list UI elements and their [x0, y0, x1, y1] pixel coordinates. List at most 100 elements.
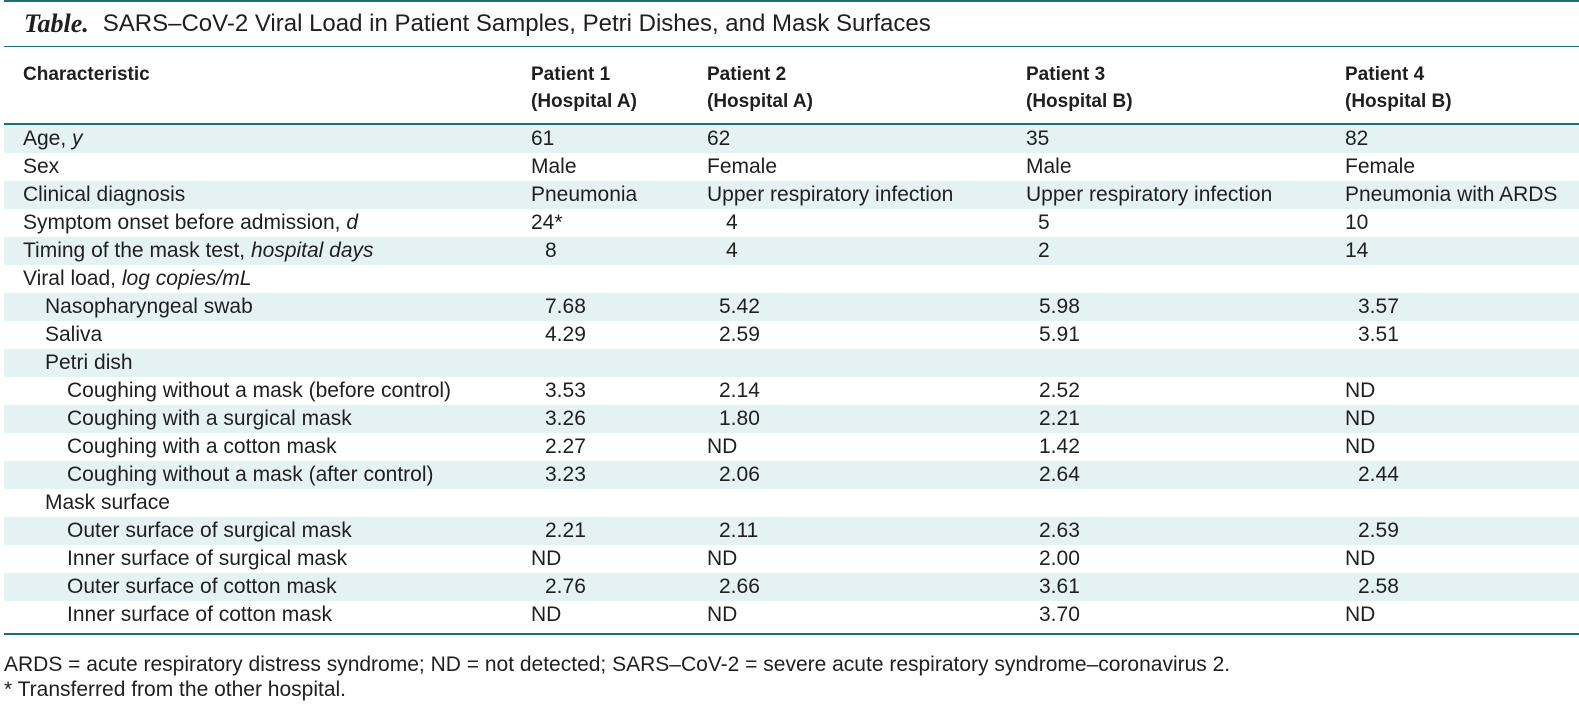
cell-value: ND [531, 603, 562, 626]
row-label: Nasopharyngeal swab [45, 295, 253, 318]
cell-value: 3.26 [545, 407, 586, 430]
cell-value: 2.52 [1039, 379, 1080, 402]
cell-value: ND [1345, 547, 1376, 570]
cell-value: 2.59 [719, 323, 760, 346]
cell-value: 2.21 [1039, 407, 1080, 430]
cell-value: Pneumonia with ARDS [1345, 183, 1558, 206]
table-row-cough-surgical: Coughing with a surgical mask 3.26 1.80 … [4, 405, 1579, 433]
cell-value: 1.42 [1039, 435, 1080, 458]
cell-value: 2.63 [1039, 519, 1080, 542]
table-row-mask-surface: Mask surface [4, 489, 1579, 517]
cell-value: 14 [1345, 239, 1369, 262]
cell-value: ND [707, 547, 738, 570]
cell-value: 61 [531, 127, 555, 150]
cell-value: Pneumonia [531, 183, 638, 206]
row-label: Age, y [23, 127, 83, 150]
cell-value: ND [707, 603, 738, 626]
header-patient-4: Patient 4 (Hospital B) [1345, 64, 1452, 112]
cell-value: 2.58 [1358, 575, 1399, 598]
row-label: Symptom onset before admission, d [23, 211, 359, 234]
table-row-saliva: Saliva 4.29 2.59 5.91 3.51 [4, 321, 1579, 349]
cell-value: ND [531, 547, 562, 570]
table-row-sex: Sex Male Female Male Female [4, 153, 1579, 181]
table-row-cough-cotton: Coughing with a cotton mask 2.27 ND 1.42… [4, 433, 1579, 461]
cell-value: 3.61 [1039, 575, 1080, 598]
cell-value: 8 [545, 239, 557, 262]
row-label: Viral load, log copies/mL [23, 267, 252, 290]
cell-value: 5.42 [719, 295, 760, 318]
cell-value: Female [707, 155, 778, 178]
cell-value: 62 [707, 127, 731, 150]
cell-value: ND [707, 435, 738, 458]
row-label: Coughing with a surgical mask [67, 407, 352, 430]
cell-value: ND [1345, 379, 1376, 402]
cell-value: 35 [1026, 127, 1050, 150]
table-row-onset: Symptom onset before admission, d 24* 4 … [4, 209, 1579, 237]
table-row-cough-none-after: Coughing without a mask (after control) … [4, 461, 1579, 489]
header-patient-1: Patient 1 (Hospital A) [531, 64, 637, 112]
cell-value: 4 [726, 211, 738, 234]
cell-value: 82 [1345, 127, 1369, 150]
cell-value: 7.68 [545, 295, 586, 318]
header-characteristic: Characteristic [23, 64, 150, 85]
header-patient-2: Patient 2 (Hospital A) [707, 64, 813, 112]
cell-value: 2.06 [719, 463, 760, 486]
row-label: Sex [23, 155, 60, 178]
top-rule [4, 0, 1579, 2]
cell-value: 2.64 [1039, 463, 1080, 486]
cell-value: 5.91 [1039, 323, 1080, 346]
cell-value: Male [1026, 155, 1072, 178]
table-row-viral-load: Viral load, log copies/mL [4, 265, 1579, 293]
table-title-label: Table. [24, 9, 89, 38]
cell-value: Male [531, 155, 577, 178]
table-row-nasopharyngeal: Nasopharyngeal swab 7.68 5.42 5.98 3.57 [4, 293, 1579, 321]
bottom-rule [4, 633, 1579, 635]
row-label: Inner surface of surgical mask [67, 547, 348, 570]
cell-value: 4.29 [545, 323, 586, 346]
title-rule [4, 46, 1579, 47]
cell-value: 2.66 [719, 575, 760, 598]
cell-value: 2 [1038, 239, 1050, 262]
table-row-age: Age, y 61 62 35 82 [4, 125, 1579, 153]
header-rule [4, 123, 1579, 125]
cell-value: 1.80 [719, 407, 760, 430]
table-row-inner-surgical: Inner surface of surgical mask ND ND 2.0… [4, 545, 1579, 573]
cell-value: 24* [531, 211, 563, 234]
cell-value: 2.11 [719, 519, 759, 542]
row-label: Timing of the mask test, hospital days [23, 239, 374, 262]
footnote-abbreviations: ARDS = acute respiratory distress syndro… [4, 653, 1231, 676]
table-row-outer-cotton: Outer surface of cotton mask 2.76 2.66 3… [4, 573, 1579, 601]
table-row-diagnosis: Clinical diagnosis Pneumonia Upper respi… [4, 181, 1579, 209]
cell-value: 4 [726, 239, 738, 262]
cell-value: 3.53 [545, 379, 586, 402]
table-row-inner-cotton: Inner surface of cotton mask ND ND 3.70 … [4, 601, 1579, 629]
row-label: Petri dish [45, 351, 133, 374]
row-label: Outer surface of cotton mask [67, 575, 337, 598]
footnote-transfer: * Transferred from the other hospital. [4, 678, 346, 701]
table-row-outer-surgical: Outer surface of surgical mask 2.21 2.11… [4, 517, 1579, 545]
row-label: Coughing without a mask (after control) [67, 463, 434, 486]
cell-value: 5 [1038, 211, 1050, 234]
table-row-cough-none-before: Coughing without a mask (before control)… [4, 377, 1579, 405]
cell-value: 2.14 [719, 379, 760, 402]
cell-value: 10 [1345, 211, 1369, 234]
cell-value: 2.00 [1039, 547, 1080, 570]
table-footnotes: ARDS = acute respiratory distress syndro… [4, 652, 1230, 702]
cell-value: 3.51 [1358, 323, 1399, 346]
cell-value: Female [1345, 155, 1416, 178]
header-patient-3: Patient 3 (Hospital B) [1026, 64, 1133, 112]
row-label: Inner surface of cotton mask [67, 603, 332, 626]
cell-value: 2.76 [545, 575, 586, 598]
cell-value: 3.70 [1039, 603, 1080, 626]
row-label: Outer surface of surgical mask [67, 519, 352, 542]
cell-value: ND [1345, 407, 1376, 430]
cell-value: 5.98 [1039, 295, 1080, 318]
table-title-text: SARS–CoV-2 Viral Load in Patient Samples… [102, 10, 931, 37]
row-label: Clinical diagnosis [23, 183, 186, 206]
cell-value: 3.57 [1358, 295, 1399, 318]
cell-value: 2.59 [1358, 519, 1399, 542]
table-row-timing: Timing of the mask test, hospital days 8… [4, 237, 1579, 265]
cell-value: Upper respiratory infection [1026, 183, 1273, 206]
cell-value: 2.27 [545, 435, 586, 458]
cell-value: Upper respiratory infection [707, 183, 954, 206]
